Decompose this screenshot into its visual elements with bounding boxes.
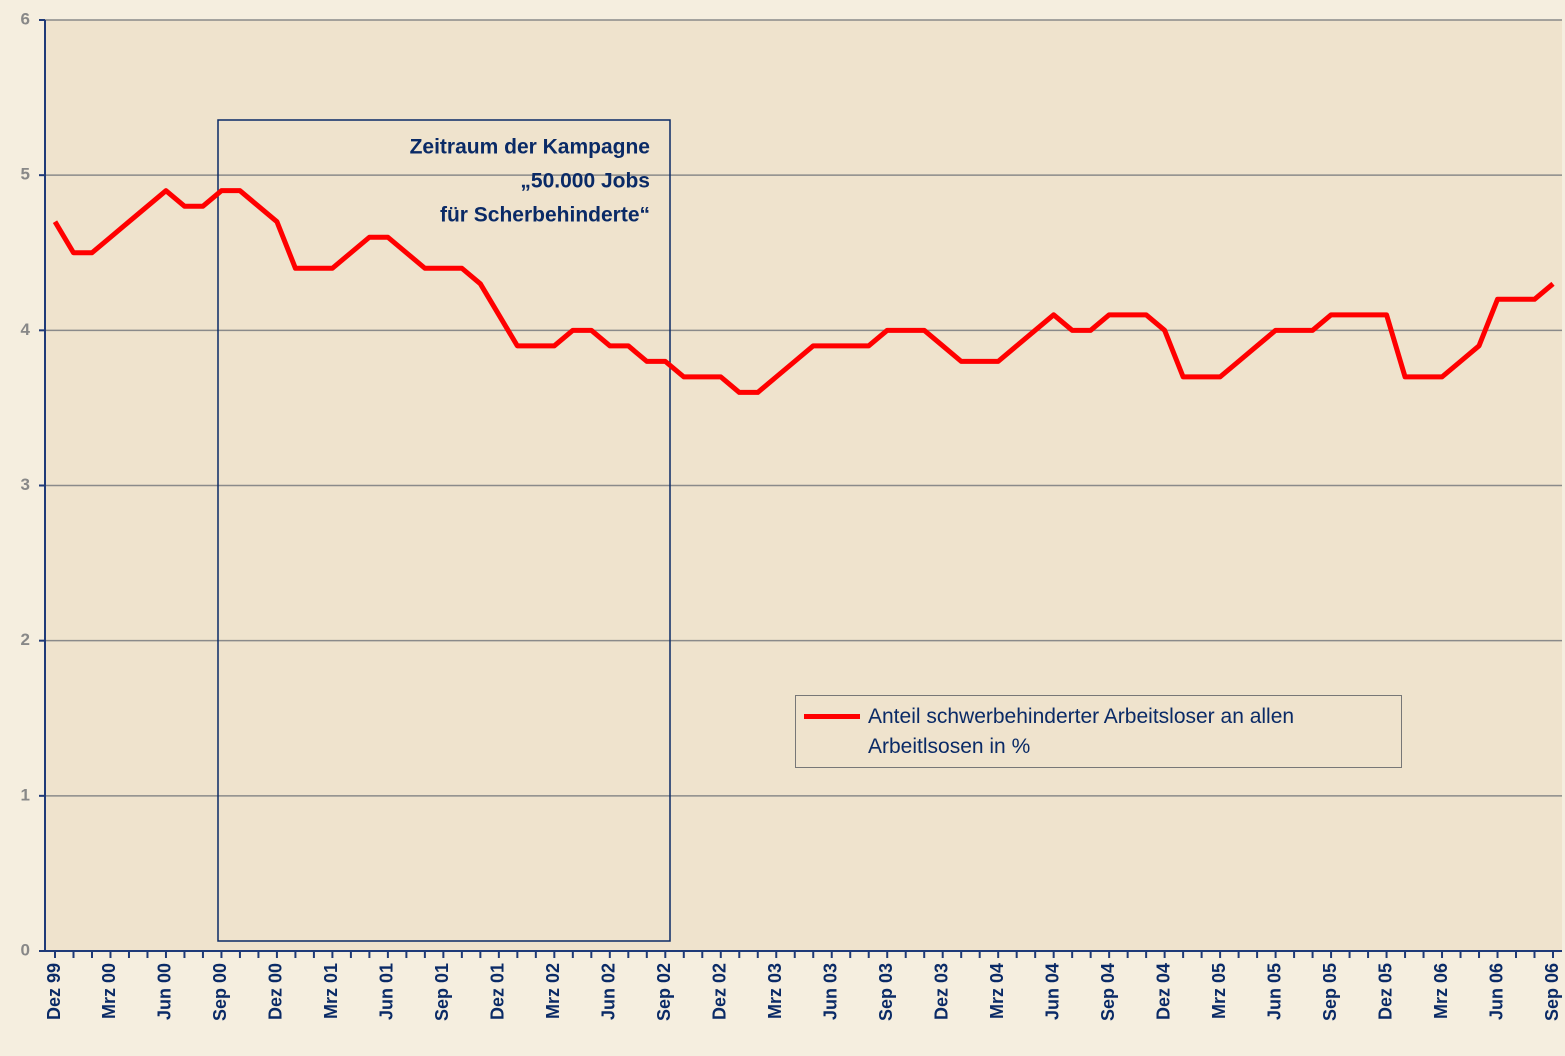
x-tick-label: Jun 00 [155, 963, 175, 1020]
x-tick-label: Mrz 06 [1431, 963, 1451, 1019]
x-tick-label: Dez 04 [1153, 963, 1173, 1020]
x-tick-label: Mrz 04 [987, 963, 1007, 1019]
x-tick-label: Dez 03 [931, 963, 951, 1020]
annotation: „50.000 Jobs [520, 170, 650, 193]
x-tick-label: Jun 03 [820, 963, 840, 1020]
x-tick-label: Jun 02 [599, 963, 619, 1020]
annotation-box [217, 119, 671, 942]
annotation: Zeitraum der Kampagne [410, 136, 650, 159]
x-tick-label: Mrz 03 [765, 963, 785, 1019]
y-tick-label: 4 [21, 320, 31, 339]
x-tick-label: Sep 00 [210, 963, 230, 1021]
x-tick-label: Mrz 00 [99, 963, 119, 1019]
x-tick-label: Sep 06 [1542, 963, 1562, 1021]
annotation: für Scherbehinderte“ [440, 204, 650, 227]
x-tick-label: Sep 05 [1320, 963, 1340, 1021]
x-tick-label: Dez 05 [1375, 963, 1395, 1020]
x-tick-label: Dez 01 [488, 963, 508, 1020]
y-tick-label: 0 [21, 940, 30, 959]
series-line [52, 188, 1555, 395]
y-tick-label: 6 [21, 9, 30, 28]
x-tick-label: Jun 04 [1042, 963, 1062, 1020]
y-tick-label: 5 [21, 165, 30, 184]
x-tick-label: Sep 04 [1098, 963, 1118, 1021]
x-tick-label: Sep 01 [432, 963, 452, 1021]
y-tick-label: 3 [21, 475, 30, 494]
x-tick-label: Jun 05 [1264, 963, 1284, 1020]
x-tick-label: Mrz 02 [543, 963, 563, 1019]
y-tick-label: 1 [21, 785, 30, 804]
x-tick-label: Mrz 05 [1209, 963, 1229, 1019]
x-tick-label: Jun 06 [1486, 963, 1506, 1020]
x-tick-label: Sep 02 [654, 963, 674, 1021]
legend-label: Anteil schwerbehinderter Arbeitsloser an… [868, 705, 1295, 758]
legend: Anteil schwerbehinderter Arbeitsloser an… [795, 695, 1402, 768]
legend-swatch [804, 714, 860, 719]
x-tick-label: Mrz 01 [321, 963, 341, 1019]
x-tick-label: Dez 99 [44, 963, 64, 1020]
x-tick-label: Sep 03 [876, 963, 896, 1021]
y-tick-label: 2 [21, 630, 30, 649]
x-tick-label: Dez 02 [710, 963, 730, 1020]
x-tick-label: Dez 00 [266, 963, 286, 1020]
x-tick-label: Jun 01 [377, 963, 397, 1020]
